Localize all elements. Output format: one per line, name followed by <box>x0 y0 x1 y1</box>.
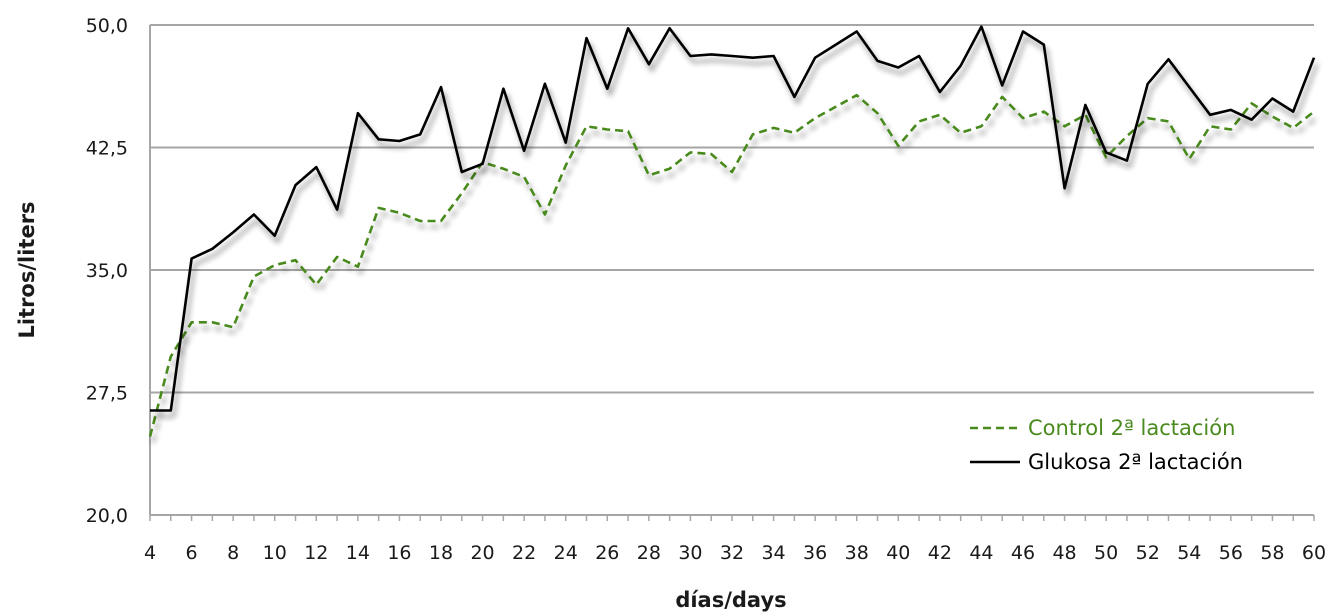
axes <box>149 25 1315 521</box>
x-tick-label: 52 <box>1136 542 1160 564</box>
x-tick-label: 24 <box>554 542 578 564</box>
x-tick-label: 14 <box>346 542 370 564</box>
gridlines <box>150 24 1314 394</box>
x-tick-label: 18 <box>429 542 453 564</box>
legend-label-glukosa: Glukosa 2ª lactación <box>1028 450 1243 474</box>
y-tick-label: 50,0 <box>86 15 128 37</box>
x-tick-label: 34 <box>761 542 785 564</box>
x-tick-label: 42 <box>928 542 952 564</box>
series-line-control <box>148 93 1315 437</box>
x-tick-label: 22 <box>512 542 536 564</box>
legend: Control 2ª lactación Glukosa 2ª lactació… <box>970 416 1243 474</box>
x-tick-label: 20 <box>470 542 494 564</box>
series-lines <box>148 25 1316 437</box>
x-tick-label: 16 <box>387 542 411 564</box>
tick-labels: 20,027,535,042,550,04 6 8 10 12 14 16 18 20 22 24 2… <box>86 15 1326 564</box>
x-tick-label: 12 <box>304 542 328 564</box>
series-line-glukosa <box>150 25 1316 412</box>
x-tick-label: 26 <box>595 542 619 564</box>
x-tick-label: 30 <box>678 542 702 564</box>
y-tick-label: 35,0 <box>86 260 128 282</box>
x-axis-title: días/days <box>675 588 786 612</box>
x-tick-label: 38 <box>845 542 869 564</box>
y-axis-title: Litros/liters <box>15 201 39 338</box>
legend-label-control: Control 2ª lactación <box>1028 416 1235 440</box>
x-tick-label: 10 <box>263 542 287 564</box>
x-tick-label: 58 <box>1260 542 1284 564</box>
x-tick-label: 44 <box>969 542 993 564</box>
x-tick-label: 50 <box>1094 542 1118 564</box>
x-tick-label: 28 <box>637 542 661 564</box>
x-tick-label: 40 <box>886 542 910 564</box>
y-tick-label: 20,0 <box>86 505 128 527</box>
y-tick-label: 42,5 <box>86 138 128 160</box>
x-tick-label: 46 <box>1011 542 1035 564</box>
x-tick-label: 54 <box>1177 542 1201 564</box>
x-tick-label: 8 <box>227 542 239 564</box>
x-tick-label: 32 <box>720 542 744 564</box>
x-tick-label: 60 <box>1302 542 1326 564</box>
x-tick-label: 48 <box>1052 542 1076 564</box>
x-tick-label: 6 <box>186 542 198 564</box>
x-tick-label: 36 <box>803 542 827 564</box>
x-tick-label: 4 <box>144 542 156 564</box>
y-tick-label: 27,5 <box>86 383 128 405</box>
x-tick-label: 56 <box>1219 542 1243 564</box>
